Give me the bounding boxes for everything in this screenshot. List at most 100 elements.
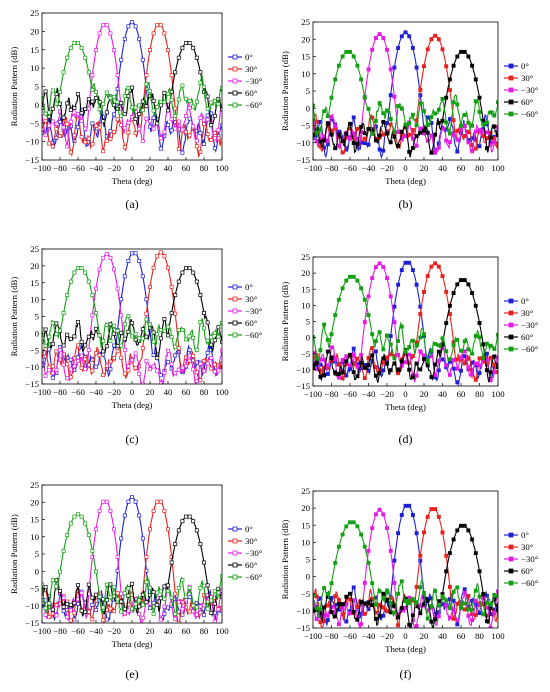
x-tick-label: 80 (200, 626, 209, 636)
series-marker (410, 112, 415, 117)
series-marker (399, 34, 404, 39)
series-marker (101, 499, 106, 504)
legend-label: 30° (521, 542, 534, 552)
series-marker (381, 119, 386, 124)
series-marker (433, 362, 438, 367)
series-marker (385, 131, 389, 136)
series-marker (43, 606, 48, 611)
series-marker (329, 610, 334, 615)
series-marker (216, 102, 221, 107)
series-marker (351, 346, 356, 351)
series-marker (470, 63, 475, 68)
series-marker (422, 289, 426, 294)
series-marker (90, 595, 95, 600)
series-marker (444, 321, 449, 325)
series-marker (50, 106, 55, 111)
series-marker (313, 120, 315, 125)
x-tick-label: −100 (304, 389, 323, 399)
series-marker (43, 354, 48, 359)
series-marker (50, 578, 55, 583)
series-marker (202, 359, 206, 363)
series-marker (112, 331, 116, 336)
series-marker (155, 105, 160, 109)
series-marker (72, 110, 77, 115)
series-marker (410, 613, 415, 618)
series-marker (104, 323, 109, 327)
series-marker (187, 133, 192, 138)
series-marker (119, 536, 124, 541)
series-marker (155, 121, 160, 126)
series-marker (429, 133, 434, 138)
series-marker (94, 364, 98, 369)
series-marker (418, 130, 423, 135)
series-marker (314, 356, 319, 361)
series-marker (436, 107, 441, 112)
series-marker (425, 130, 430, 135)
series-marker (325, 372, 330, 376)
series-marker (108, 255, 113, 260)
series-marker (176, 119, 181, 124)
series-marker (473, 77, 478, 82)
series-group (313, 503, 498, 628)
series-marker (436, 37, 441, 42)
series-marker (466, 130, 471, 135)
series-marker (137, 259, 142, 263)
series-marker (370, 47, 375, 52)
series-marker (184, 130, 188, 134)
series-marker (473, 146, 478, 151)
panel-label: (a) (125, 197, 138, 211)
series-marker (187, 98, 192, 103)
y-tick-label: −5 (301, 121, 311, 131)
series-marker (451, 132, 456, 137)
series-marker (79, 45, 84, 50)
series-marker (104, 617, 109, 622)
series-marker (126, 368, 131, 373)
x-tick-label: 60 (182, 387, 191, 397)
legend-label: 30° (245, 536, 258, 546)
legend-marker (508, 580, 514, 586)
series-marker (422, 590, 426, 595)
series-marker (362, 365, 367, 370)
series-marker (137, 336, 142, 341)
series-marker (444, 349, 449, 354)
series-marker (459, 368, 463, 373)
panel-label: (f) (400, 667, 412, 681)
legend-marker (508, 556, 514, 562)
series-marker (403, 503, 408, 508)
series-marker (86, 334, 91, 339)
series-marker (492, 370, 497, 375)
series-marker (104, 23, 109, 28)
series-marker (83, 270, 88, 275)
series-marker (392, 361, 397, 366)
series-marker (90, 602, 95, 607)
series-marker (126, 314, 131, 318)
series-marker (216, 334, 221, 339)
legend-marker (508, 544, 514, 550)
series-marker (344, 354, 349, 359)
series-marker (144, 554, 149, 559)
series-marker (169, 335, 174, 339)
series-marker (50, 607, 55, 612)
series-marker (198, 378, 203, 383)
series-marker (462, 49, 467, 54)
series-marker (108, 136, 113, 141)
series-marker (198, 70, 203, 75)
series-marker (58, 89, 62, 94)
series-marker (79, 514, 84, 519)
series-marker (373, 265, 378, 270)
x-tick-label: −80 (325, 631, 339, 641)
y-tick-label: −15 (25, 618, 39, 628)
series-marker (83, 55, 88, 60)
series-marker (333, 357, 338, 361)
series-marker (436, 368, 441, 373)
series-marker (440, 530, 445, 535)
series-marker (112, 527, 116, 532)
series-marker (176, 346, 181, 351)
y-tick-label: 0 (306, 333, 311, 343)
series-marker (392, 134, 397, 139)
series-marker (477, 611, 482, 616)
y-tick-label: 5 (35, 312, 40, 322)
series-marker (173, 616, 178, 621)
series-marker (362, 320, 367, 325)
series-marker (158, 103, 163, 108)
